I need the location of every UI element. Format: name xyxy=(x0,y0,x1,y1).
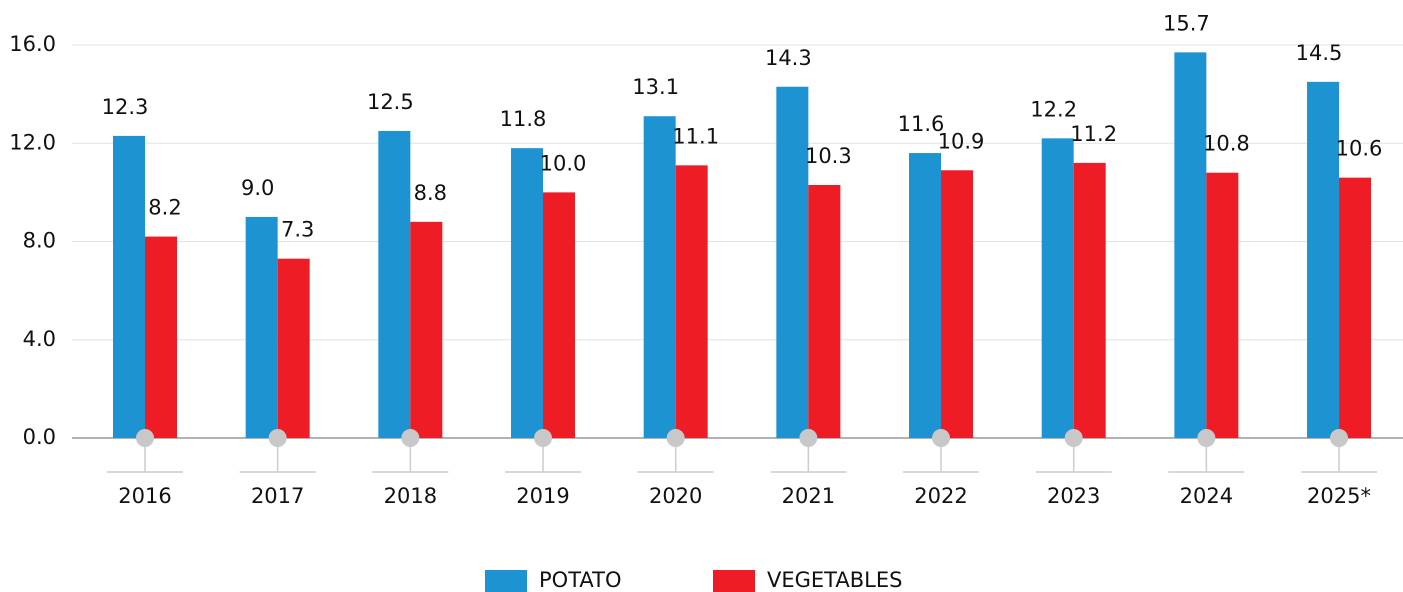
legend-label: POTATO xyxy=(539,568,621,592)
value-label: 11.8 xyxy=(500,107,547,131)
category-dot xyxy=(799,429,818,447)
value-label: 15.7 xyxy=(1163,11,1210,35)
category-dot xyxy=(534,429,553,447)
value-label: 10.9 xyxy=(938,129,985,153)
category-dot xyxy=(136,429,154,447)
value-label: 14.3 xyxy=(765,46,812,70)
category-dot xyxy=(1064,429,1083,447)
category-dot xyxy=(932,429,951,447)
x-tick-label: 2025* xyxy=(1307,484,1371,508)
bar xyxy=(1339,177,1372,438)
bar xyxy=(277,258,310,438)
value-label: 13.1 xyxy=(632,75,679,99)
bar xyxy=(378,130,411,438)
x-tick-label: 2016 xyxy=(118,484,171,508)
bar xyxy=(145,236,177,438)
legend-swatch xyxy=(485,570,527,592)
y-tick-label: 0.0 xyxy=(23,425,56,449)
x-tick-label: 2023 xyxy=(1047,484,1100,508)
value-label: 8.8 xyxy=(414,181,447,205)
y-tick-label: 4.0 xyxy=(23,327,56,351)
value-label: 11.1 xyxy=(672,124,719,148)
value-label: 12.3 xyxy=(102,95,149,119)
value-label: 7.3 xyxy=(281,218,314,242)
bar xyxy=(1073,162,1106,438)
bar xyxy=(1041,138,1074,438)
y-tick-label: 8.0 xyxy=(23,229,56,253)
value-label: 11.6 xyxy=(898,112,945,136)
value-label: 14.5 xyxy=(1296,41,1343,65)
value-label: 11.2 xyxy=(1070,122,1117,146)
category-dot xyxy=(401,429,420,447)
bar xyxy=(113,135,145,438)
bar xyxy=(776,86,809,438)
value-label: 12.2 xyxy=(1030,97,1077,121)
y-tick-label: 16.0 xyxy=(9,32,56,56)
bar xyxy=(808,185,841,438)
bar xyxy=(909,153,942,438)
x-tick-label: 2021 xyxy=(782,484,835,508)
x-tick-label: 2019 xyxy=(516,484,569,508)
legend-swatch xyxy=(713,570,755,592)
category-dot xyxy=(268,429,287,447)
x-tick-label: 2020 xyxy=(649,484,702,508)
value-label: 10.3 xyxy=(805,144,852,168)
value-label: 9.0 xyxy=(241,176,274,200)
value-label: 12.5 xyxy=(367,90,414,114)
value-label: 8.2 xyxy=(148,196,181,220)
y-tick-label: 12.0 xyxy=(9,130,56,154)
x-tick-label: 2018 xyxy=(384,484,437,508)
bar xyxy=(543,192,576,438)
bar xyxy=(1174,52,1207,439)
value-label: 10.8 xyxy=(1203,132,1250,156)
category-dot xyxy=(1197,429,1216,447)
bar xyxy=(643,116,676,438)
legend-label: VEGETABLES xyxy=(767,568,902,592)
category-dot xyxy=(1330,429,1349,447)
value-label: 10.0 xyxy=(540,151,587,175)
bar xyxy=(941,170,974,439)
bar xyxy=(410,221,443,438)
x-tick-label: 2022 xyxy=(914,484,967,508)
bar xyxy=(245,216,278,438)
bar xyxy=(1307,81,1340,438)
category-dot xyxy=(666,429,685,447)
x-tick-label: 2017 xyxy=(251,484,304,508)
x-tick-label: 2024 xyxy=(1180,484,1233,508)
value-label: 10.6 xyxy=(1336,137,1383,161)
bar xyxy=(1206,172,1239,438)
bar xyxy=(675,165,708,438)
bar xyxy=(511,148,544,438)
